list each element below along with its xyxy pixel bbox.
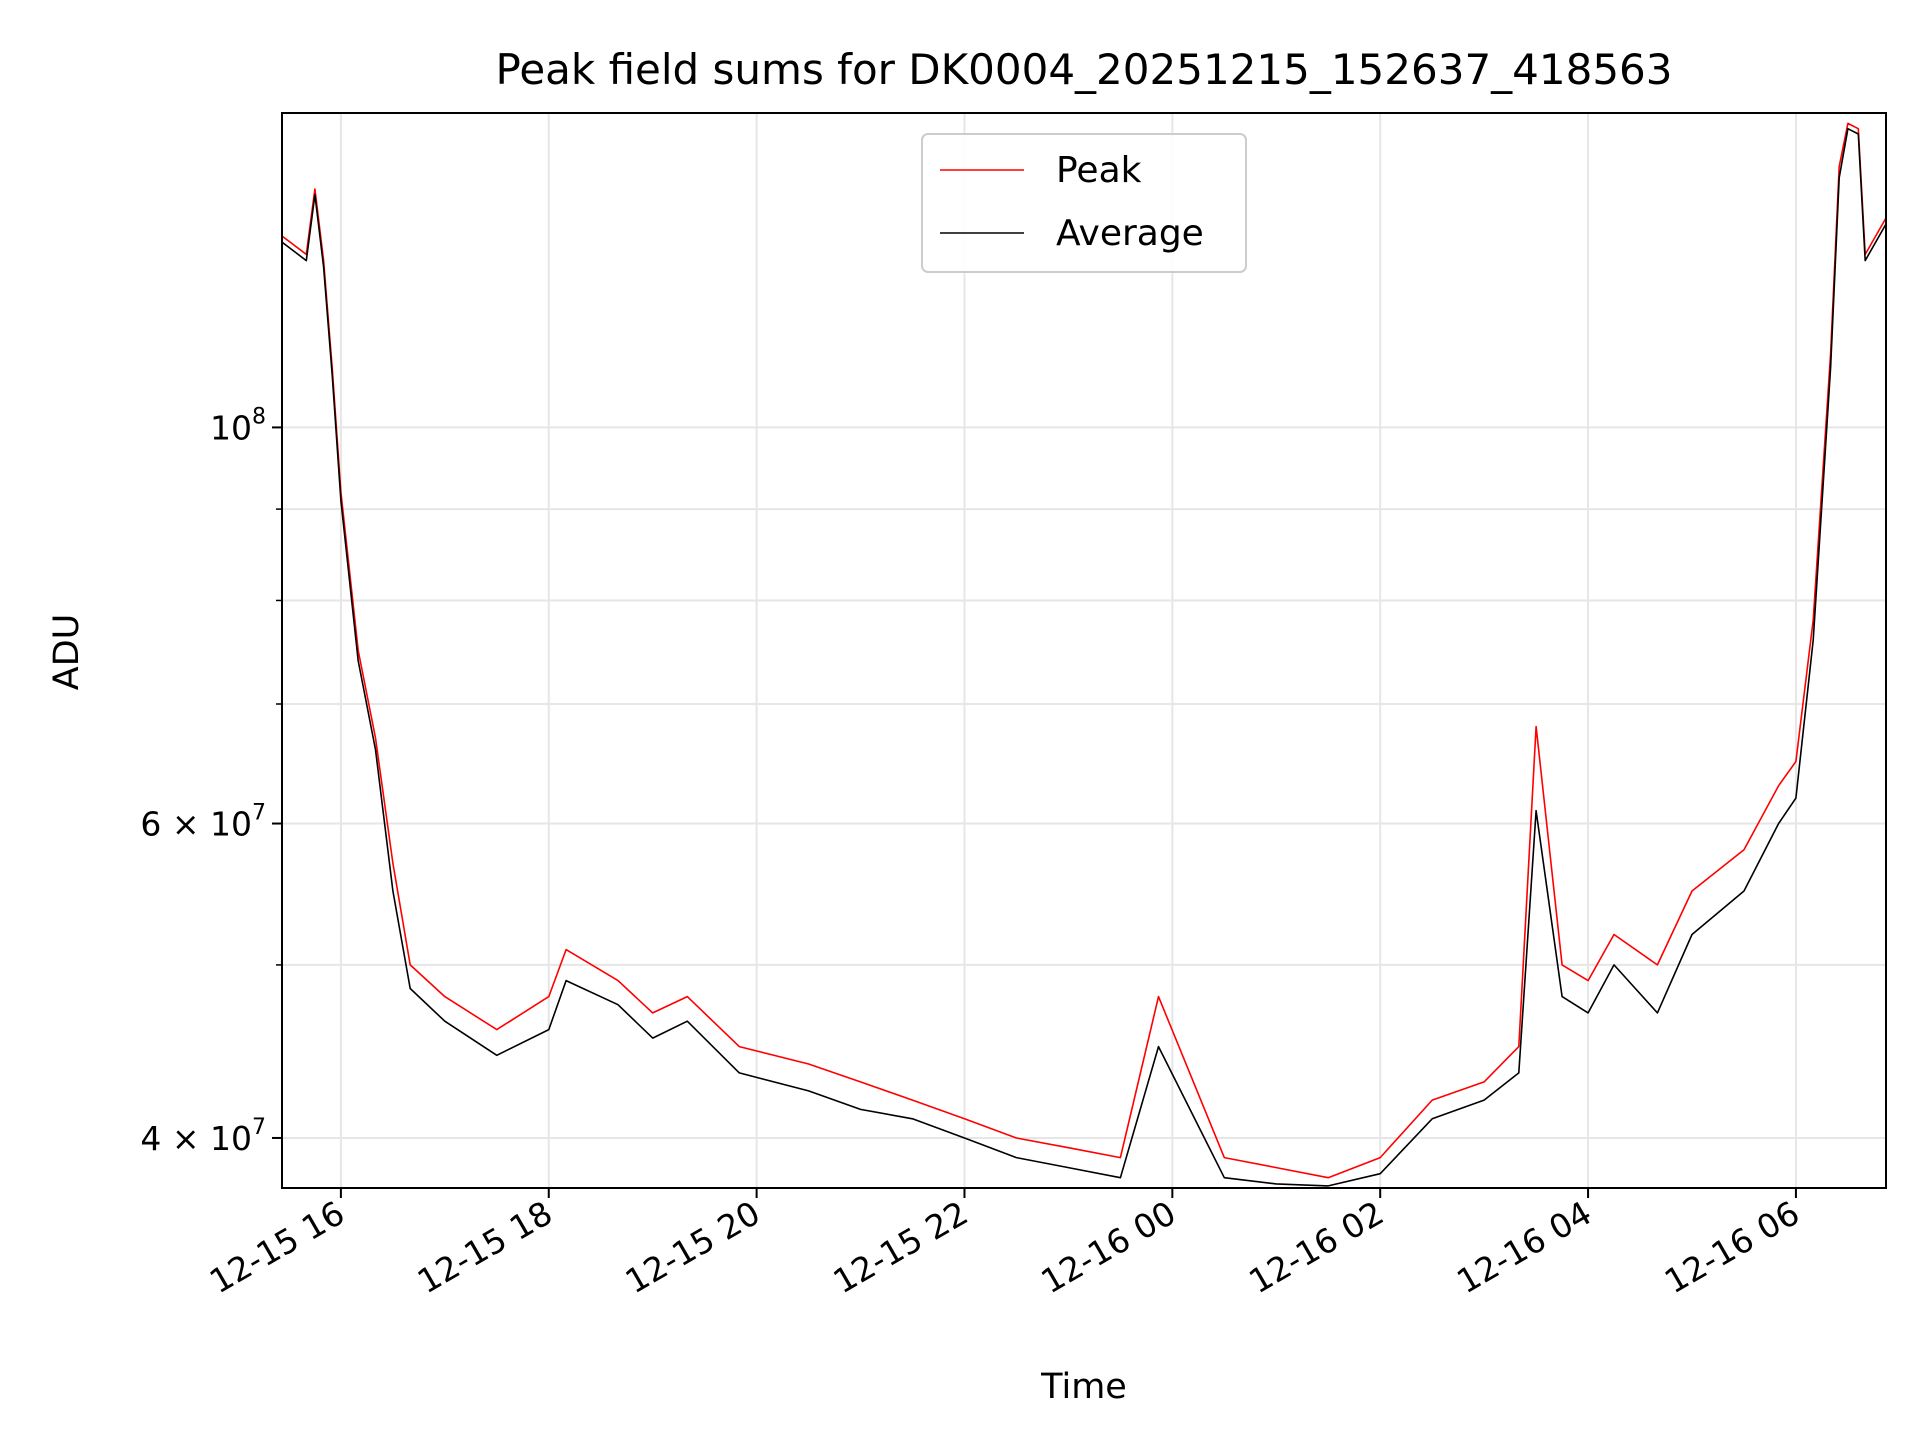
y-axis-title: ADU: [47, 614, 87, 691]
y-tick-exponent: 7: [252, 1115, 266, 1140]
legend: Peak Average: [921, 133, 1247, 273]
legend-label-peak: Peak: [1056, 150, 1142, 191]
grid-layer: [282, 113, 1886, 1188]
y-tick-base: 6 × 10: [140, 805, 252, 844]
series-line-peak: [282, 122, 1886, 1179]
y-tick-label: 108: [210, 404, 266, 447]
y-tick-label: 6 × 107: [140, 801, 266, 844]
y-tick-label: 4 × 107: [140, 1115, 266, 1158]
chart-title: Peak field sums for DK0004_20251215_1526…: [495, 45, 1672, 94]
y-tick-exponent: 7: [252, 801, 266, 826]
legend-label-average: Average: [1056, 213, 1204, 254]
x-axis-title: Time: [1040, 1367, 1127, 1407]
series-line-average: [282, 127, 1886, 1187]
y-tick-base: 4 × 10: [140, 1119, 252, 1158]
plot-frame: [281, 112, 1887, 1189]
series-layer: [282, 122, 1886, 1187]
y-tick-exponent: 8: [252, 404, 266, 429]
legend-box: [921, 133, 1247, 273]
y-tick-base: 10: [210, 408, 252, 447]
